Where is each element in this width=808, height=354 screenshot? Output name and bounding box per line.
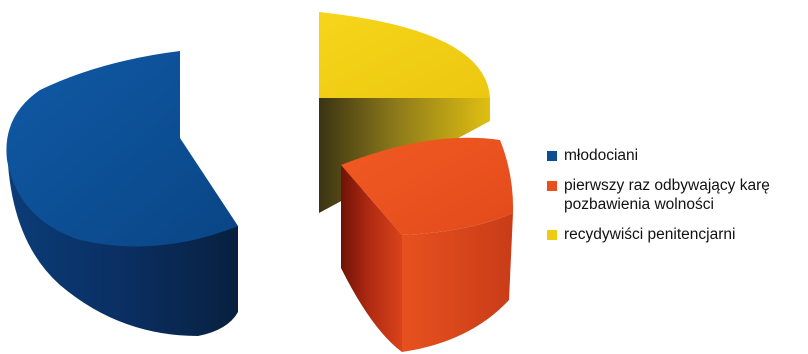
legend-swatch <box>547 230 557 240</box>
legend-item-mlodociani: młodociani <box>547 146 805 165</box>
legend-label: recydywiści penitencjarni <box>564 226 736 243</box>
legend-item-pierwszy-raz: pierwszy raz odbywający karę pozbawienia… <box>547 176 805 214</box>
legend-label: pierwszy raz odbywający karę <box>564 177 770 194</box>
pie-slice-mlodociani <box>6 51 238 336</box>
legend-swatch <box>547 151 557 161</box>
pie-slice-pierwszy-raz <box>341 137 514 352</box>
legend-item-recydywisci: recydywiści penitencjarni <box>547 225 805 244</box>
legend-label: pozbawienia wolności <box>564 196 714 213</box>
legend-label: młodociani <box>564 147 639 164</box>
legend: młodociani pierwszy raz odbywający karę … <box>547 146 805 255</box>
legend-swatch <box>547 181 557 191</box>
